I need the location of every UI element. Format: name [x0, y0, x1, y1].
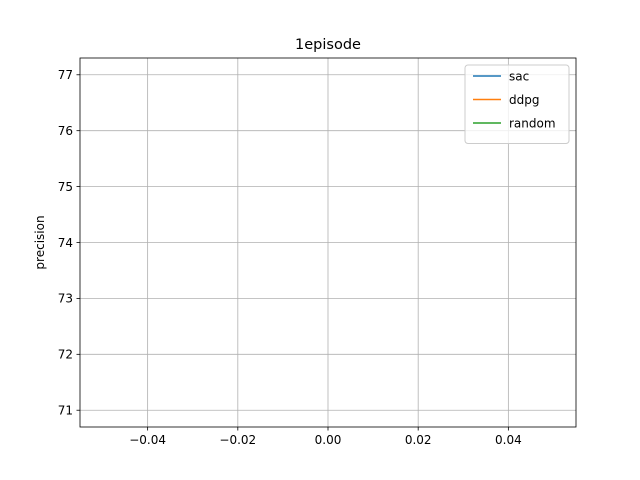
x-tick-label: −0.02	[219, 433, 256, 447]
y-tick-label: 71	[58, 404, 73, 418]
x-tick-label: 0.04	[495, 433, 522, 447]
x-tick-label: −0.04	[129, 433, 166, 447]
legend-label-random: random	[509, 116, 556, 130]
y-axis-label: precision	[33, 215, 47, 269]
legend-label-sac: sac	[509, 69, 529, 83]
y-tick-label: 77	[58, 68, 73, 82]
chart-title: 1episode	[295, 37, 361, 53]
y-tick-label: 75	[58, 180, 73, 194]
legend-label-ddpg: ddpg	[509, 93, 539, 107]
y-tick-label: 74	[58, 236, 73, 250]
x-axis: −0.04 −0.02 0.00 0.02 0.04	[129, 427, 522, 447]
y-tick-label: 73	[58, 292, 73, 306]
x-tick-label: 0.00	[315, 433, 342, 447]
legend: sac ddpg random	[464, 64, 570, 144]
y-tick-label: 72	[58, 348, 73, 362]
y-tick-label: 76	[58, 124, 73, 138]
x-tick-label: 0.02	[405, 433, 432, 447]
y-axis: 71 72 73 74 75 76 77	[58, 68, 80, 418]
legend-box	[464, 64, 570, 144]
